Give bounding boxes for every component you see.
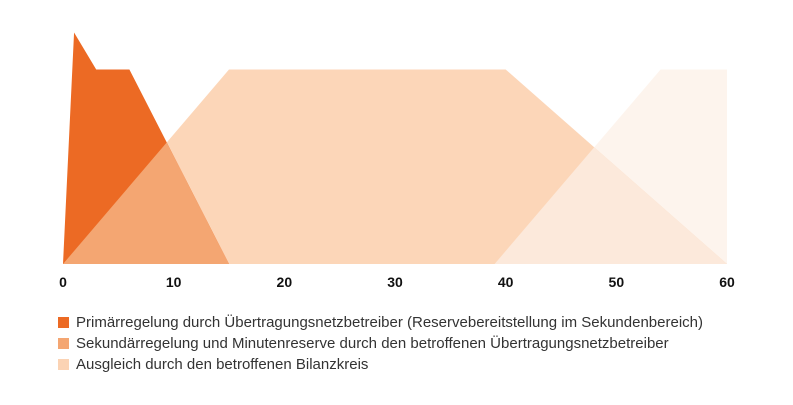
legend-item-balancing: Ausgleich durch den betroffenen Bilanzkr…	[58, 354, 703, 375]
x-tick-label: 10	[166, 274, 182, 290]
legend-swatch-balancing	[58, 359, 69, 370]
legend-item-secondary: Sekundärregelung und Minutenreserve durc…	[58, 333, 703, 354]
legend-item-primary: Primärregelung durch Übertragungsnetzbet…	[58, 312, 703, 333]
x-tick-label: 50	[609, 274, 625, 290]
x-tick-label: 20	[277, 274, 293, 290]
legend: Primärregelung durch Übertragungsnetzbet…	[58, 312, 703, 375]
area-chart: 0 10 20 30 40 50 60	[59, 32, 735, 290]
x-tick-label: 40	[498, 274, 514, 290]
legend-label-primary: Primärregelung durch Übertragungsnetzbet…	[76, 314, 703, 331]
legend-label-secondary: Sekundärregelung und Minutenreserve durc…	[76, 335, 669, 352]
legend-label-balancing: Ausgleich durch den betroffenen Bilanzkr…	[76, 356, 369, 373]
legend-swatch-secondary	[58, 338, 69, 349]
x-tick-label: 60	[719, 274, 735, 290]
legend-swatch-primary	[58, 317, 69, 328]
x-tick-label: 0	[59, 274, 67, 290]
x-tick-label: 30	[387, 274, 403, 290]
